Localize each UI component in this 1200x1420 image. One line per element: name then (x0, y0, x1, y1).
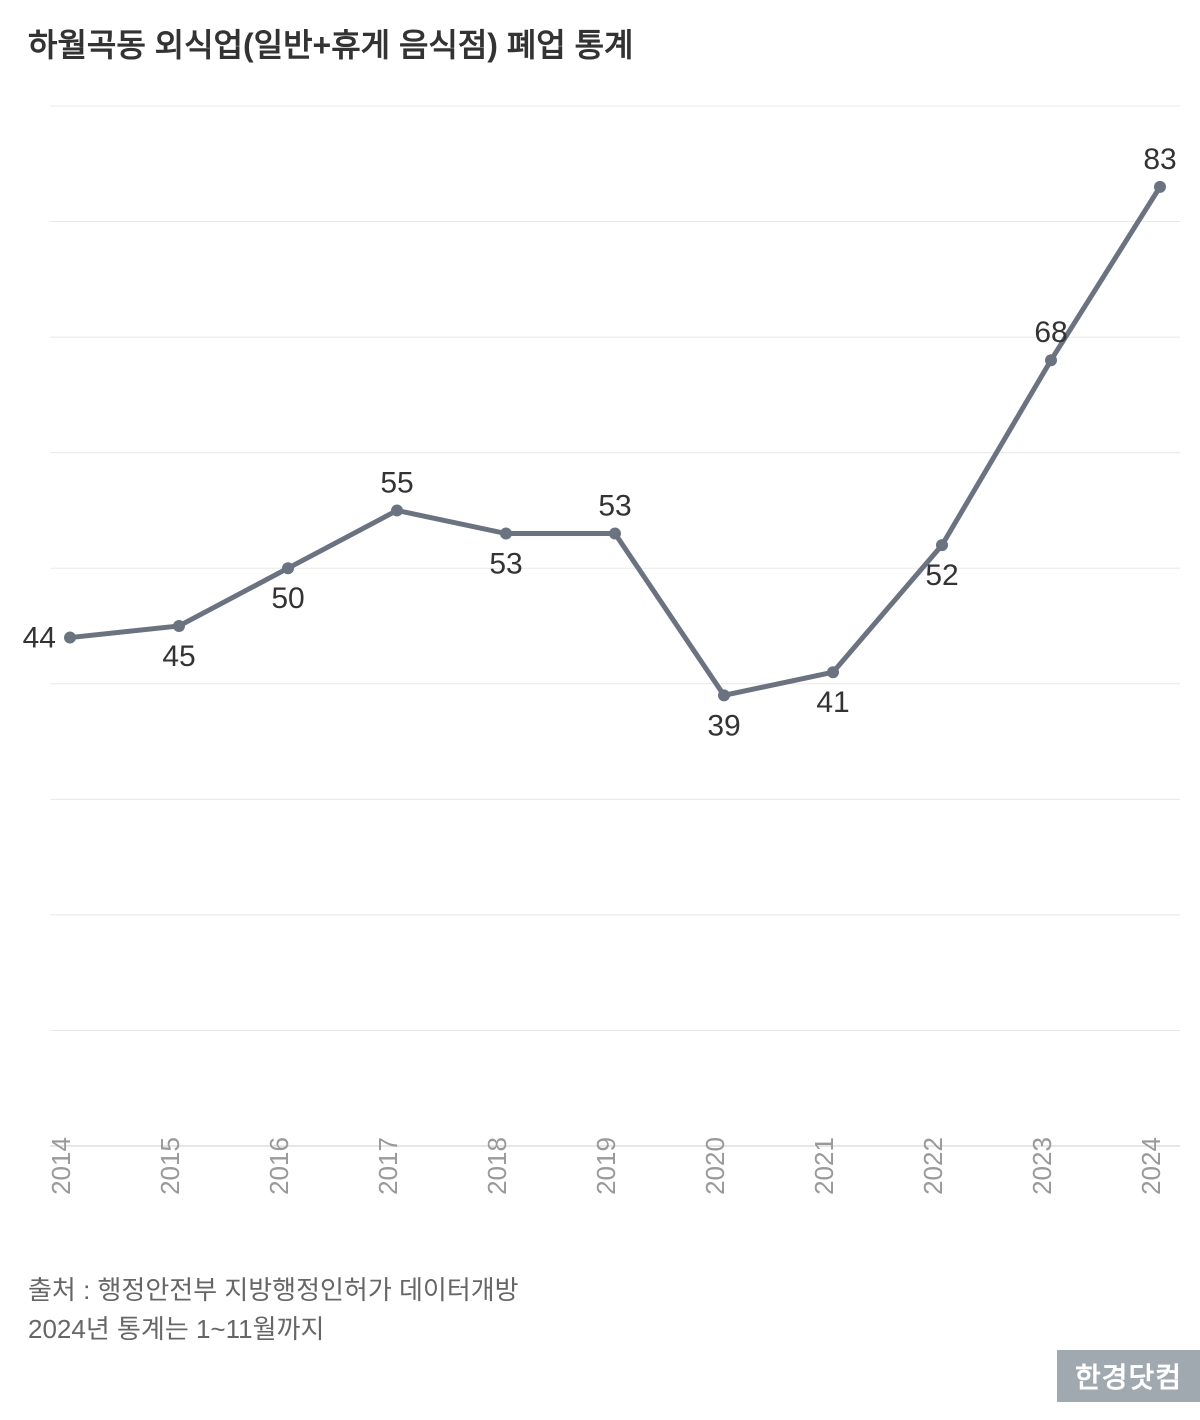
data-value-label: 53 (598, 490, 631, 523)
chart-footer: 출처 : 행정안전부 지방행정인허가 데이터개방 2024년 통계는 1~11월… (20, 1256, 1180, 1349)
data-value-label: 44 (23, 622, 56, 655)
x-axis-label: 2018 (482, 1137, 512, 1195)
data-point (64, 632, 76, 644)
grid-lines (50, 106, 1180, 1146)
data-value-label: 50 (271, 582, 304, 615)
x-axis-label: 2024 (1136, 1137, 1166, 1195)
watermark-badge: 한경닷컴 (1057, 1350, 1200, 1402)
chart-plot-area: 44 45 50 55 53 53 39 41 52 68 83 2014 2015 2016 2017 20… (20, 76, 1180, 1256)
data-point (827, 666, 839, 678)
data-point (282, 562, 294, 574)
data-point (391, 504, 403, 516)
data-point (936, 539, 948, 551)
data-value-label: 52 (925, 559, 958, 592)
chart-container: 하월곡동 외식업(일반+휴게 음식점) 폐업 통계 44 45 50 55 53 53 39… (0, 0, 1200, 1420)
data-line (70, 187, 1160, 695)
x-axis-label: 2016 (264, 1137, 294, 1195)
data-point (1045, 354, 1057, 366)
x-axis-label: 2017 (373, 1137, 403, 1195)
source-text: 출처 : 행정안전부 지방행정인허가 데이터개방 (28, 1271, 1180, 1310)
data-value-label: 45 (162, 640, 195, 673)
x-axis-label: 2019 (591, 1137, 621, 1195)
data-point (1154, 181, 1166, 193)
data-value-label: 55 (380, 466, 413, 499)
data-value-label: 83 (1143, 143, 1176, 176)
x-axis-label: 2014 (46, 1137, 76, 1195)
x-axis-label: 2023 (1027, 1137, 1057, 1195)
data-point (718, 689, 730, 701)
note-text: 2024년 통계는 1~11월까지 (28, 1310, 1180, 1349)
data-value-label: 39 (707, 709, 740, 742)
x-axis-label: 2020 (700, 1137, 730, 1195)
data-point (173, 620, 185, 632)
x-axis-label: 2015 (155, 1137, 185, 1195)
x-axis-label: 2021 (809, 1137, 839, 1195)
data-value-label: 41 (816, 686, 849, 719)
data-value-label: 68 (1034, 316, 1067, 349)
chart-title: 하월곡동 외식업(일반+휴게 음식점) 폐업 통계 (20, 20, 1180, 66)
data-point (500, 528, 512, 540)
data-point (609, 528, 621, 540)
line-chart-svg: 44 45 50 55 53 53 39 41 52 68 83 2014 2015 2016 2017 20… (20, 76, 1180, 1256)
data-value-label: 53 (489, 548, 522, 581)
x-axis-label: 2022 (918, 1137, 948, 1195)
